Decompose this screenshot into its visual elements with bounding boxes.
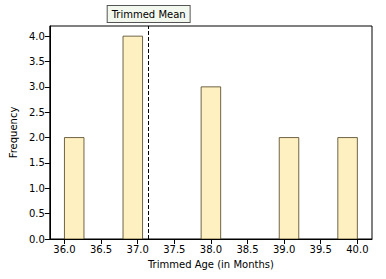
svg-text:3.5: 3.5	[29, 56, 45, 67]
svg-text:36.5: 36.5	[90, 244, 112, 255]
svg-text:36.0: 36.0	[53, 244, 75, 255]
svg-text:37.0: 37.0	[127, 244, 149, 255]
svg-text:Trimmed Mean: Trimmed Mean	[111, 9, 186, 20]
svg-text:0.5: 0.5	[29, 208, 45, 219]
svg-text:Frequency: Frequency	[8, 107, 19, 159]
svg-text:0.0: 0.0	[29, 234, 45, 245]
svg-text:38.0: 38.0	[200, 244, 222, 255]
svg-text:40.0: 40.0	[346, 244, 368, 255]
svg-text:1.0: 1.0	[29, 183, 45, 194]
svg-text:39.0: 39.0	[273, 244, 295, 255]
svg-text:2.0: 2.0	[29, 132, 45, 143]
svg-text:39.5: 39.5	[310, 244, 332, 255]
svg-text:3.0: 3.0	[29, 81, 45, 92]
svg-text:Trimmed Age (in Months): Trimmed Age (in Months)	[147, 259, 274, 270]
svg-text:1.5: 1.5	[29, 157, 45, 168]
svg-text:4.0: 4.0	[29, 31, 45, 42]
svg-text:38.5: 38.5	[236, 244, 258, 255]
svg-text:37.5: 37.5	[163, 244, 185, 255]
svg-text:2.5: 2.5	[29, 107, 45, 118]
